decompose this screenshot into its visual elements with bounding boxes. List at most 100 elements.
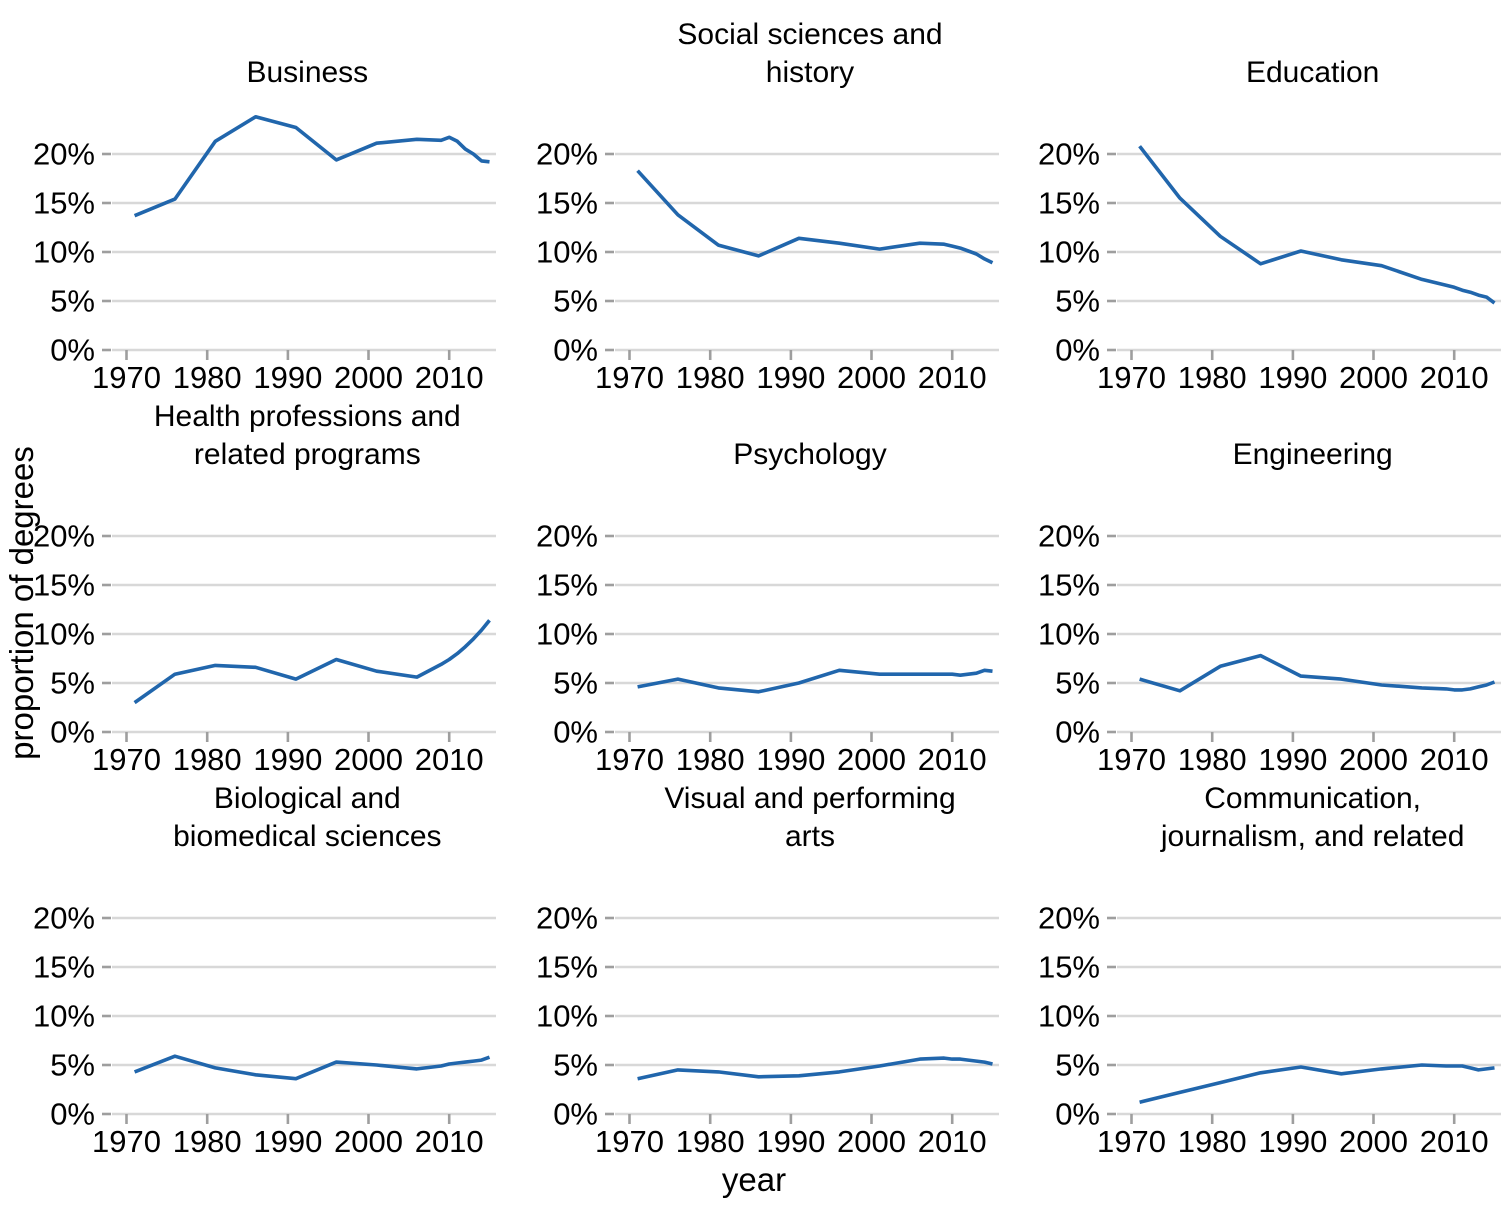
x-tick-label: 2010 bbox=[415, 1124, 484, 1159]
data-line bbox=[133, 114, 490, 218]
x-tick-label: 1970 bbox=[92, 742, 161, 777]
y-tick-label: 15% bbox=[33, 186, 95, 221]
y-tick-label: 10% bbox=[536, 999, 598, 1034]
line-chart-biological-sciences: 0% 5% 10% 15% 20% 1970 1980 1990 2000 2010 bbox=[33, 901, 496, 1159]
x-tick-label: 1990 bbox=[253, 742, 322, 777]
x-tick-label: 2010 bbox=[415, 742, 484, 777]
y-tick-label: 20% bbox=[536, 137, 598, 172]
x-tick-label: 1980 bbox=[1178, 1124, 1247, 1159]
line-chart-business: 0% 5% 10% 15% 20% 1970 1980 1990 2000 2010 bbox=[33, 114, 496, 395]
y-tick-label: 10% bbox=[33, 999, 95, 1034]
panel-title-health-professions: Health professions and related programs bbox=[153, 400, 461, 471]
x-tick-label: 2010 bbox=[917, 1124, 986, 1159]
panel-communication-journalism: Communication, journalism, and related 0… bbox=[1005, 778, 1508, 1160]
panel-title-psychology: Psychology bbox=[733, 438, 887, 471]
data-line bbox=[1139, 1063, 1496, 1104]
panel-engineering: Engineering 0% 5% 10% 15% 20% 1970 1980 1990 200… bbox=[1005, 396, 1508, 778]
panel-title-engineering: Engineering bbox=[1232, 438, 1393, 471]
x-tick-label: 1990 bbox=[253, 1124, 322, 1159]
y-tick-label: 10% bbox=[536, 235, 598, 270]
y-tick-label: 15% bbox=[1038, 568, 1100, 603]
y-tick-label: 15% bbox=[536, 186, 598, 221]
x-tick-label: 1970 bbox=[1097, 742, 1166, 777]
x-tick-label: 1970 bbox=[595, 360, 664, 395]
y-tick-label: 5% bbox=[50, 284, 95, 319]
data-line bbox=[1138, 145, 1496, 305]
x-tick-label: 1980 bbox=[1178, 742, 1247, 777]
panel-title-communication-journalism: Communication, journalism, and related bbox=[1160, 782, 1465, 853]
data-line bbox=[1139, 653, 1496, 693]
y-tick-label: 20% bbox=[33, 519, 95, 554]
panel-visual-performing-arts: Visual and performing arts 0% 5% 10% 15% 20%… bbox=[503, 778, 1006, 1160]
data-line bbox=[636, 1056, 993, 1081]
y-tick-label: 5% bbox=[553, 1048, 598, 1083]
panel-title-social-sciences-history: Social sciences and history bbox=[677, 18, 943, 89]
x-tick-label: 1970 bbox=[1097, 360, 1166, 395]
x-tick-label: 1980 bbox=[173, 1124, 242, 1159]
y-tick-label: 0% bbox=[1056, 715, 1101, 750]
y-tick-label: 0% bbox=[553, 715, 598, 750]
x-tick-label: 1990 bbox=[253, 360, 322, 395]
x-tick-label: 2010 bbox=[1420, 742, 1489, 777]
y-tick-label: 15% bbox=[536, 568, 598, 603]
y-tick-label: 5% bbox=[1056, 666, 1101, 701]
x-tick-label: 2010 bbox=[1420, 1124, 1489, 1159]
panel-education: Education 0% 5% 10% 15% 20% 1970 1980 1990 2000 2… bbox=[1005, 14, 1508, 396]
panel-grid: Business 0% 5% 10% 15% 20% 1970 1980 1990 2000 20… bbox=[0, 14, 1508, 1160]
x-tick-label: 2010 bbox=[917, 360, 986, 395]
x-tick-label: 1970 bbox=[1097, 1124, 1166, 1159]
y-tick-label: 20% bbox=[33, 901, 95, 936]
panel-title-business: Business bbox=[246, 56, 369, 89]
y-tick-label: 0% bbox=[553, 1097, 598, 1132]
x-tick-label: 1980 bbox=[675, 1124, 744, 1159]
y-tick-label: 15% bbox=[536, 950, 598, 985]
line-chart-engineering: 0% 5% 10% 15% 20% 1970 1980 1990 2000 2010 bbox=[1038, 519, 1502, 777]
x-tick-label: 1990 bbox=[756, 742, 825, 777]
data-line bbox=[635, 169, 993, 265]
y-tick-label: 5% bbox=[50, 666, 95, 701]
y-tick-label: 0% bbox=[553, 333, 598, 368]
panel-title-education: Education bbox=[1245, 56, 1380, 89]
panel-biological-sciences: Biological and biomedical sciences 0% 5% 1… bbox=[0, 778, 503, 1160]
x-tick-label: 2010 bbox=[1420, 360, 1489, 395]
y-tick-label: 10% bbox=[33, 617, 95, 652]
data-line bbox=[133, 619, 491, 705]
line-chart-education: 0% 5% 10% 15% 20% 1970 1980 1990 2000 2010 bbox=[1038, 137, 1502, 395]
panel-health-professions: Health professions and related programs … bbox=[0, 396, 503, 778]
y-tick-label: 10% bbox=[536, 617, 598, 652]
y-tick-label: 20% bbox=[1038, 137, 1100, 172]
x-tick-label: 1970 bbox=[92, 1124, 161, 1159]
y-tick-label: 20% bbox=[536, 519, 598, 554]
x-tick-label: 2000 bbox=[837, 360, 906, 395]
x-tick-label: 1990 bbox=[1259, 742, 1328, 777]
line-chart-communication-journalism: 0% 5% 10% 15% 20% 1970 1980 1990 2000 2010 bbox=[1038, 901, 1502, 1159]
y-tick-label: 5% bbox=[1056, 284, 1101, 319]
y-tick-label: 15% bbox=[33, 950, 95, 985]
y-tick-label: 10% bbox=[1038, 617, 1100, 652]
y-tick-label: 20% bbox=[536, 901, 598, 936]
x-tick-label: 1980 bbox=[1178, 360, 1247, 395]
x-axis-title: year bbox=[721, 1161, 787, 1198]
panel-social-sciences-history: Social sciences and history 0% 5% 10% 15% 20… bbox=[503, 14, 1006, 396]
y-tick-label: 5% bbox=[553, 284, 598, 319]
y-tick-label: 0% bbox=[50, 1097, 95, 1132]
x-tick-label: 1980 bbox=[173, 742, 242, 777]
line-chart-social-sciences-history: 0% 5% 10% 15% 20% 1970 1980 1990 2000 2010 bbox=[536, 137, 999, 395]
x-tick-label: 2000 bbox=[837, 742, 906, 777]
y-tick-label: 0% bbox=[1056, 333, 1101, 368]
x-tick-label: 2000 bbox=[837, 1124, 906, 1159]
x-tick-label: 2000 bbox=[1339, 742, 1408, 777]
x-tick-label: 1970 bbox=[92, 360, 161, 395]
y-tick-label: 10% bbox=[1038, 999, 1100, 1034]
y-tick-label: 0% bbox=[50, 333, 95, 368]
x-tick-label: 2010 bbox=[917, 742, 986, 777]
line-chart-psychology: 0% 5% 10% 15% 20% 1970 1980 1990 2000 2010 bbox=[536, 519, 999, 777]
y-tick-label: 15% bbox=[1038, 950, 1100, 985]
y-tick-label: 20% bbox=[1038, 519, 1100, 554]
x-tick-label: 1990 bbox=[756, 1124, 825, 1159]
data-line bbox=[636, 668, 993, 694]
y-tick-label: 5% bbox=[50, 1048, 95, 1083]
panel-business: Business 0% 5% 10% 15% 20% 1970 1980 1990 2000 20… bbox=[0, 14, 503, 396]
y-axis-title: proportion of degrees bbox=[3, 446, 40, 760]
